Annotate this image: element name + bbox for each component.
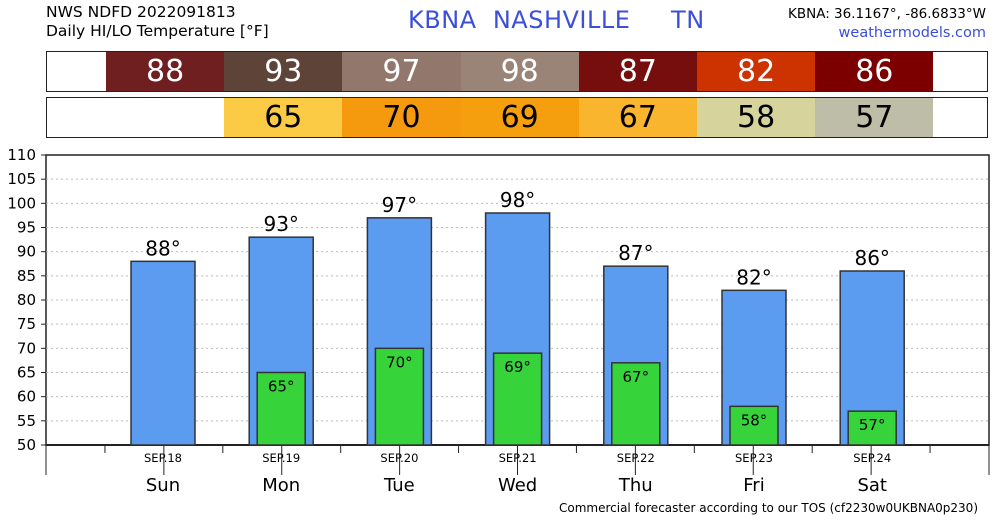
station-title: KBNA NASHVILLE TN: [408, 6, 705, 34]
low-temp-bar: [847, 410, 897, 446]
hi-strip-cell: 82: [697, 52, 816, 91]
site-link[interactable]: weathermodels.com: [838, 25, 986, 41]
station-coords: KBNA: 36.1167°, -86.6833°W: [787, 6, 986, 22]
y-tick-label: 50: [17, 436, 36, 454]
high-temp-label: 88°: [145, 236, 180, 260]
y-tick-label: 75: [17, 315, 36, 333]
low-temp-label: 67°: [623, 368, 650, 386]
low-temp-strip: 65 70 69 67 58 57: [46, 97, 988, 138]
day-label: Wed: [498, 475, 537, 496]
lo-strip-cell: 69: [460, 98, 579, 137]
lo-strip-cell: 58: [697, 98, 816, 137]
low-temp-label: 69°: [504, 358, 531, 376]
date-label: SEP.23: [735, 451, 773, 465]
header-right: KBNA: 36.1167°, -86.6833°W weathermodels…: [788, 5, 986, 43]
date-label: SEP.19: [262, 451, 300, 465]
hi-strip-cell: 97: [342, 52, 461, 91]
source-line: NWS NDFD 2022091813: [46, 3, 236, 21]
low-temp-label: 58°: [741, 411, 768, 429]
high-temp-label: 87°: [618, 241, 653, 265]
low-temp-bar: [729, 405, 779, 446]
high-temp-strip: 88 93 97 98 87 82 86: [46, 51, 988, 92]
hi-strip-cell: 88: [106, 52, 225, 91]
hi-strip-cell: 87: [578, 52, 697, 91]
lo-strip-cell: 70: [342, 98, 461, 137]
lo-strip-cell: 65: [224, 98, 343, 137]
footer-note: Commercial forecaster according to our T…: [558, 501, 978, 515]
y-tick-label: 55: [17, 412, 36, 430]
header-left: NWS NDFD 2022091813 Daily HI/LO Temperat…: [46, 3, 269, 41]
day-label: Thu: [618, 475, 653, 496]
date-label: SEP.18: [144, 451, 182, 465]
hi-strip-cell: 93: [224, 52, 343, 91]
y-tick-label: 70: [17, 339, 36, 357]
lo-strip-cell: 57: [815, 98, 934, 137]
high-temp-label: 93°: [263, 212, 298, 236]
date-label: SEP.20: [380, 451, 418, 465]
high-temp-label: 86°: [854, 246, 889, 270]
y-tick-label: 95: [17, 219, 36, 237]
high-temp-bar: [130, 260, 196, 446]
hi-strip-cell: 98: [460, 52, 579, 91]
low-temp-label: 57°: [859, 416, 886, 434]
lo-strip-cell: [106, 98, 225, 137]
product-line: Daily HI/LO Temperature [°F]: [46, 22, 269, 40]
y-tick-label: 80: [17, 291, 36, 309]
day-label: Mon: [262, 475, 300, 496]
y-tick-label: 100: [7, 194, 36, 212]
high-temp-label: 82°: [736, 265, 771, 289]
high-temp-label: 97°: [382, 193, 417, 217]
day-label: Tue: [383, 475, 415, 496]
y-tick-label: 90: [17, 243, 36, 261]
hi-strip-cell: 86: [815, 52, 934, 91]
day-label: Sun: [146, 475, 180, 496]
y-tick-label: 65: [17, 364, 36, 382]
y-tick-label: 110: [7, 146, 36, 164]
low-temp-bar: [492, 352, 543, 446]
high-temp-label: 98°: [500, 188, 535, 212]
y-tick-label: 60: [17, 388, 36, 406]
low-temp-bar: [374, 347, 425, 446]
date-label: SEP.24: [853, 451, 891, 465]
y-tick-label: 105: [7, 170, 36, 188]
low-temp-bar: [611, 362, 661, 446]
low-temp-label: 65°: [268, 378, 295, 396]
date-label: SEP.21: [499, 451, 537, 465]
low-temp-label: 70°: [386, 353, 413, 371]
date-label: SEP.22: [617, 451, 655, 465]
y-tick-label: 85: [17, 267, 36, 285]
day-label: Sat: [857, 475, 887, 496]
lo-strip-cell: 67: [578, 98, 697, 137]
low-temp-bar: [256, 371, 306, 446]
day-label: Fri: [743, 475, 764, 496]
